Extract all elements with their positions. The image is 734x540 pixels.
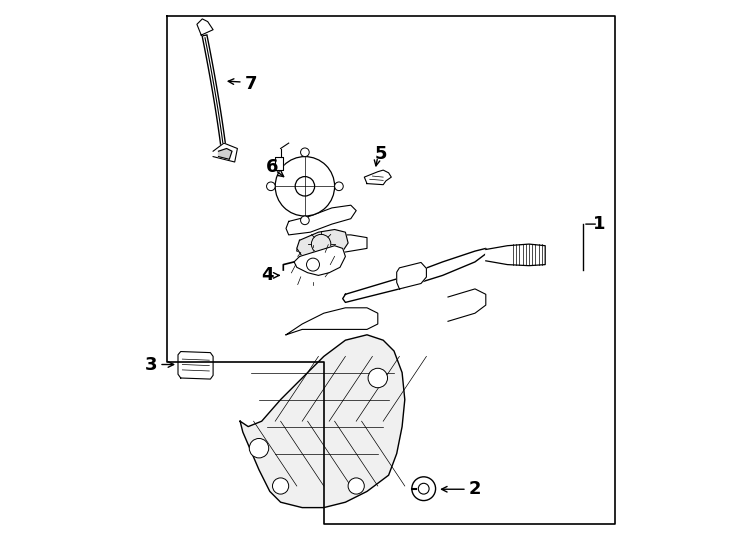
Text: 5: 5 — [374, 145, 387, 163]
Circle shape — [412, 477, 435, 501]
Circle shape — [275, 157, 335, 216]
Circle shape — [250, 438, 269, 458]
Polygon shape — [178, 352, 213, 379]
Polygon shape — [213, 143, 237, 162]
Text: 3: 3 — [145, 355, 157, 374]
Text: 4: 4 — [261, 266, 273, 285]
Circle shape — [301, 216, 309, 225]
Circle shape — [266, 182, 275, 191]
Polygon shape — [364, 170, 391, 185]
Text: 1: 1 — [593, 215, 606, 233]
Circle shape — [348, 478, 364, 494]
Polygon shape — [396, 262, 426, 289]
Polygon shape — [294, 246, 346, 275]
Circle shape — [272, 478, 288, 494]
Polygon shape — [343, 248, 489, 302]
Circle shape — [368, 368, 388, 388]
Circle shape — [301, 148, 309, 157]
Polygon shape — [286, 205, 356, 235]
Polygon shape — [219, 148, 232, 159]
Polygon shape — [486, 244, 545, 266]
Polygon shape — [197, 19, 213, 35]
Polygon shape — [286, 308, 378, 335]
Polygon shape — [297, 230, 348, 259]
Text: 2: 2 — [469, 480, 482, 498]
Polygon shape — [240, 335, 404, 508]
Text: 6: 6 — [266, 158, 279, 177]
Polygon shape — [448, 289, 486, 321]
Text: 7: 7 — [244, 75, 257, 93]
Polygon shape — [275, 157, 283, 170]
Polygon shape — [297, 235, 367, 254]
Circle shape — [335, 182, 344, 191]
